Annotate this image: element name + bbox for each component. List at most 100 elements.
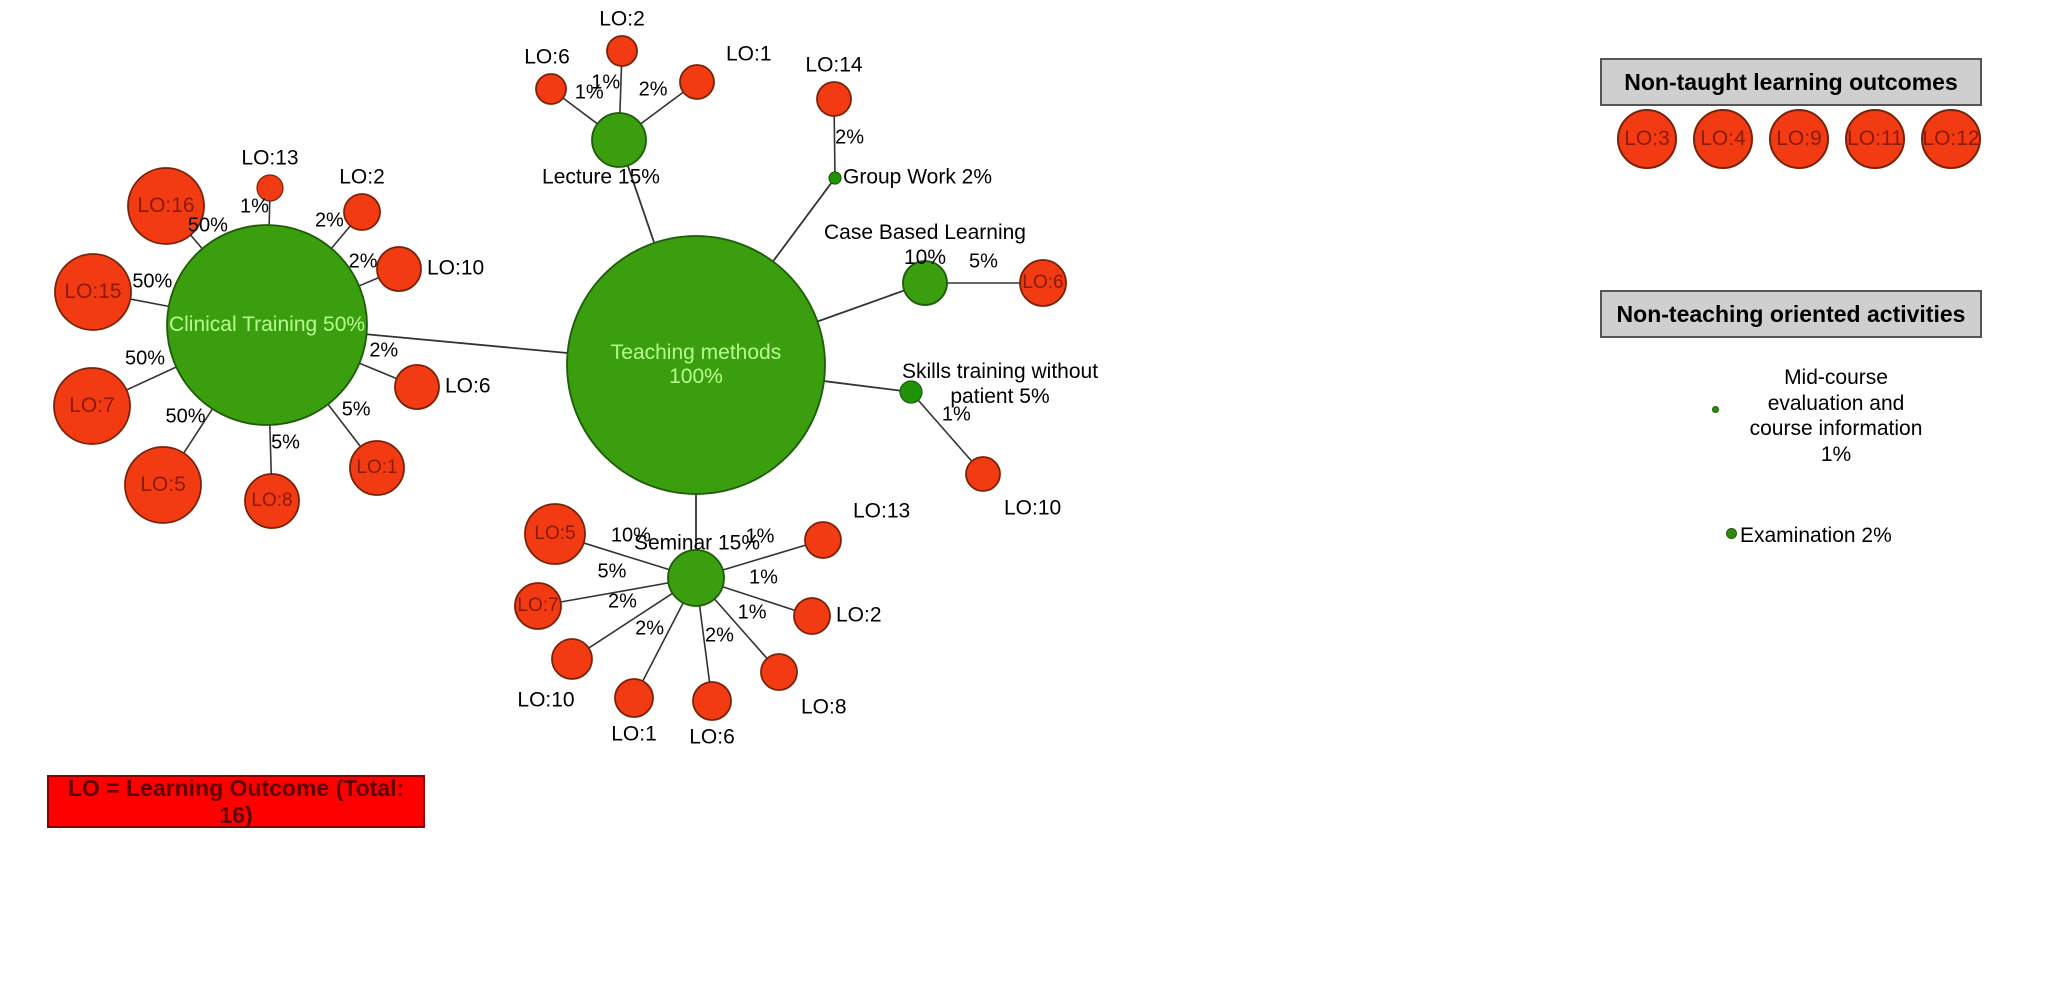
node-lo-clinical-training-LO5-3[interactable] bbox=[124, 446, 202, 524]
legend-non-taught-item-LO12[interactable]: LO:12 bbox=[1921, 109, 1981, 169]
legend-non-taught-item-LO9[interactable]: LO:9 bbox=[1769, 109, 1829, 169]
edge-percent-skills-training-LO10-0: 1% bbox=[941, 403, 971, 426]
node-lo-clinical-training-LO15-1[interactable] bbox=[54, 253, 132, 331]
edge-clinical-training-LO8-4 bbox=[269, 424, 273, 475]
legend-mid-course-line-2: course information bbox=[1749, 417, 1923, 441]
edge-percent-lecture-LO2-1: 1% bbox=[591, 71, 621, 94]
case-based-learning-label: Case Based Learning 10% bbox=[824, 221, 1026, 271]
edge-lecture-LO1-2 bbox=[640, 91, 684, 125]
edge-clinical-training-LO13-9 bbox=[268, 200, 271, 226]
legend-non-taught-item-LO11[interactable]: LO:11 bbox=[1845, 109, 1905, 169]
edge-percent-lecture-LO6-0: 1% bbox=[574, 81, 604, 104]
edge-clinical-training-LO1-5 bbox=[327, 403, 362, 448]
node-lo-group-work-LO14-0-label: LO:14 bbox=[805, 53, 863, 77]
edge-percent-seminar-LO5-0: 10% bbox=[610, 524, 651, 547]
node-lo-clinical-training-LO7-2[interactable] bbox=[53, 367, 131, 445]
node-lo-case-based-learning-LO6-0[interactable] bbox=[1019, 259, 1067, 307]
node-lo-clinical-training-LO6-6[interactable] bbox=[394, 364, 440, 410]
skills-training-label-line2: patient 5% bbox=[950, 385, 1050, 408]
legend-non-teaching-title-box: Non-teaching oriented activities bbox=[1600, 290, 1982, 338]
node-teaching-methods[interactable] bbox=[566, 235, 826, 495]
edge-seminar-LO6-4 bbox=[698, 605, 711, 683]
node-lo-clinical-training-LO13-9[interactable] bbox=[256, 174, 284, 202]
node-lo-clinical-training-LO6-6-label: LO:6 bbox=[445, 374, 491, 398]
node-lo-seminar-LO13-7[interactable] bbox=[804, 521, 842, 559]
node-lo-skills-training-LO10-0[interactable] bbox=[965, 456, 1001, 492]
node-lo-lecture-LO1-2[interactable] bbox=[679, 64, 715, 100]
edge-clinical-training-LO15-1 bbox=[130, 298, 169, 308]
edge-percent-seminar-LO1-3: 2% bbox=[635, 617, 665, 640]
node-lecture[interactable] bbox=[591, 112, 647, 168]
edge-percent-seminar-LO13-7: 1% bbox=[745, 525, 775, 548]
legend-key-box: LO = Learning Outcome (Total: 16) bbox=[47, 775, 425, 828]
edge-seminar-LO7-1 bbox=[560, 582, 669, 603]
node-lo-seminar-LO6-4[interactable] bbox=[692, 681, 732, 721]
edge-percent-seminar-LO7-1: 5% bbox=[597, 560, 627, 583]
node-lo-seminar-LO13-7-label: LO:13 bbox=[853, 499, 911, 523]
skills-training-label-line1: Skills training without bbox=[901, 360, 1099, 384]
edge-percent-seminar-LO6-4: 2% bbox=[705, 624, 734, 647]
edge-seminar-LO2-6 bbox=[722, 585, 796, 612]
edge-clinical-training-LO6-6 bbox=[359, 362, 397, 380]
node-lo-seminar-LO1-3[interactable] bbox=[614, 678, 654, 718]
node-lo-lecture-LO2-1-label: LO:2 bbox=[599, 7, 645, 31]
legend-non-taught-item-LO4[interactable]: LO:4 bbox=[1693, 109, 1753, 169]
legend-mid-course-line-3: 1% bbox=[1820, 442, 1852, 466]
edge-clinical-training-LO10-7 bbox=[358, 276, 380, 287]
node-case-based-learning[interactable] bbox=[902, 260, 948, 306]
node-skills-training[interactable] bbox=[899, 380, 923, 404]
edge-percent-clinical-training-LO15-1: 50% bbox=[132, 270, 173, 293]
node-lo-seminar-LO6-4-label: LO:6 bbox=[689, 725, 735, 749]
edge-percent-case-based-learning-LO6-0: 5% bbox=[969, 250, 998, 273]
case-based-learning-label-line2: 10% bbox=[903, 246, 947, 269]
node-lo-seminar-LO7-1[interactable] bbox=[514, 582, 562, 630]
case-based-learning-label-line1: Case Based Learning bbox=[824, 221, 1026, 245]
node-lo-clinical-training-LO1-5[interactable] bbox=[349, 440, 405, 496]
edge-clinical-training-LO5-3 bbox=[183, 408, 214, 454]
edge-clinical-training-LO2-8 bbox=[330, 225, 352, 249]
node-lo-seminar-LO8-5[interactable] bbox=[760, 653, 798, 691]
edge-percent-clinical-training-LO8-4: 5% bbox=[271, 431, 300, 454]
node-lo-clinical-training-LO8-4[interactable] bbox=[244, 473, 300, 529]
node-lo-seminar-LO8-5-label: LO:8 bbox=[801, 695, 847, 719]
mid-course-marker-dot bbox=[1712, 406, 1719, 413]
edge-root-group-work bbox=[772, 182, 833, 263]
node-clinical-training[interactable] bbox=[166, 224, 368, 426]
node-lo-lecture-LO6-0[interactable] bbox=[535, 73, 567, 105]
edge-percent-clinical-training-LO5-3: 50% bbox=[165, 405, 206, 428]
edge-lecture-LO6-0 bbox=[562, 97, 598, 125]
edge-percent-clinical-training-LO6-6: 2% bbox=[369, 339, 399, 362]
edge-seminar-LO8-5 bbox=[713, 598, 768, 660]
node-lo-clinical-training-LO10-7-label: LO:10 bbox=[427, 256, 485, 280]
node-lo-clinical-training-LO10-7[interactable] bbox=[376, 246, 422, 292]
node-lo-lecture-LO6-0-label: LO:6 bbox=[524, 45, 570, 69]
edge-seminar-LO5-0 bbox=[583, 542, 670, 571]
edge-percent-seminar-LO2-6: 1% bbox=[748, 566, 778, 589]
node-lo-clinical-training-LO16-0[interactable] bbox=[127, 167, 205, 245]
examination-marker-dot bbox=[1726, 528, 1737, 539]
legend-mid-course-line-1: evaluation and bbox=[1767, 391, 1905, 415]
node-group-work[interactable] bbox=[828, 171, 842, 185]
edge-percent-group-work-LO14-0: 2% bbox=[835, 126, 865, 149]
legend-examination-text: Examination 2% bbox=[1740, 524, 1892, 547]
edge-percent-clinical-training-LO13-9: 1% bbox=[240, 195, 269, 218]
node-lo-seminar-LO10-2-label: LO:10 bbox=[517, 688, 575, 712]
legend-non-taught-item-LO3[interactable]: LO:3 bbox=[1617, 109, 1677, 169]
edge-percent-clinical-training-LO7-2: 50% bbox=[125, 347, 166, 370]
node-lo-group-work-LO14-0[interactable] bbox=[816, 81, 852, 117]
node-seminar[interactable] bbox=[667, 549, 725, 607]
node-lo-seminar-LO5-0[interactable] bbox=[524, 503, 586, 565]
node-lo-seminar-LO2-6[interactable] bbox=[793, 597, 831, 635]
legend-non-taught-title: Non-taught learning outcomes bbox=[1624, 68, 1958, 95]
edge-seminar-LO1-3 bbox=[642, 602, 684, 682]
skills-training-label: Skills training without patient 5% bbox=[902, 360, 1098, 410]
legend-mid-course-text: Mid-course evaluation and course informati… bbox=[1726, 365, 1946, 467]
group-work-label: Group Work 2% bbox=[843, 165, 992, 189]
edge-percent-clinical-training-LO1-5: 5% bbox=[341, 398, 371, 421]
node-lo-lecture-LO2-1[interactable] bbox=[606, 35, 638, 67]
node-lo-seminar-LO1-3-label: LO:1 bbox=[611, 722, 657, 746]
node-lo-clinical-training-LO2-8[interactable] bbox=[343, 193, 381, 231]
node-lo-seminar-LO10-2[interactable] bbox=[551, 638, 593, 680]
